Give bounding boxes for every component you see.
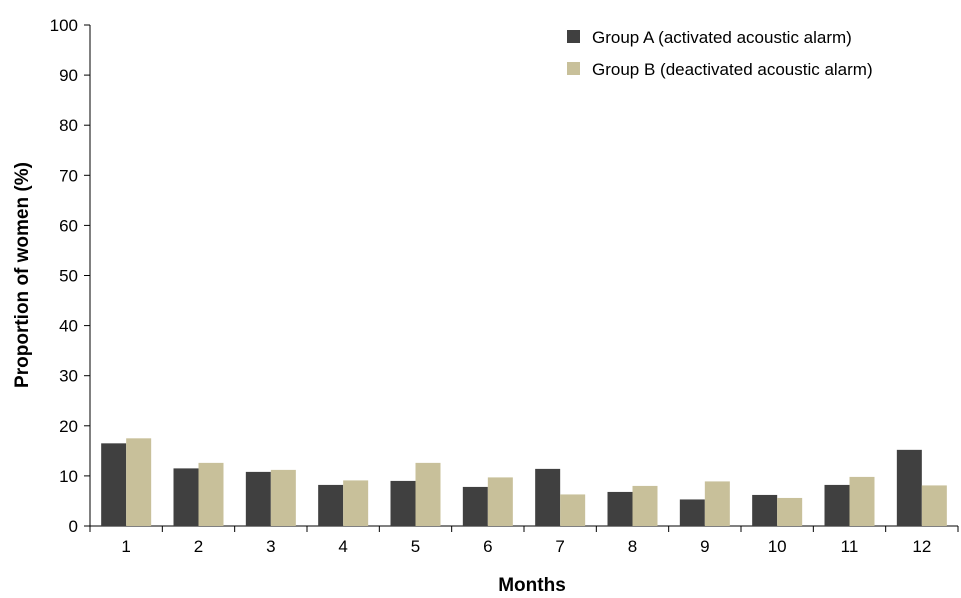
bar-series-a-month-6	[462, 486, 488, 526]
bar-series-a-month-10	[752, 494, 778, 526]
x-tick-label: 11	[841, 537, 859, 556]
y-tick-label: 60	[59, 216, 78, 235]
bar-series-b-month-1	[126, 438, 152, 526]
bar-series-a-month-3	[245, 471, 271, 526]
y-tick-label: 30	[59, 367, 78, 386]
y-axis: 0 10 20 30 40 50 60 70 80 90 100	[50, 16, 91, 536]
x-tick-label: 9	[700, 537, 709, 556]
bar-series-b-month-6	[487, 477, 513, 526]
bar-series-b-month-10	[777, 497, 803, 526]
bar-series-b-month-3	[270, 469, 296, 526]
x-tick-label: 2	[194, 537, 203, 556]
bar-series-a-month-9	[679, 499, 705, 526]
y-tick-label: 0	[69, 517, 78, 536]
x-tick-label: 10	[768, 537, 787, 556]
x-axis: 1 2 3 4 5 6 7 8 9 10 11 12	[89, 525, 959, 556]
y-axis-title: Proportion of women (%)	[12, 162, 33, 388]
y-tick-label: 40	[59, 317, 78, 336]
x-axis-title: Months	[498, 575, 566, 596]
x-tick-label: 12	[912, 537, 931, 556]
x-tick-label: 7	[555, 537, 564, 556]
x-tick-label: 5	[411, 537, 420, 556]
bar-series-a-month-12	[896, 449, 922, 526]
bar-series-b-month-5	[415, 462, 441, 526]
bar-series-b-month-11	[849, 476, 875, 526]
x-tick-label: 1	[121, 537, 130, 556]
y-tick-label: 20	[59, 417, 78, 436]
y-tick-label: 70	[59, 166, 78, 185]
legend-label-a: Group A (activated acoustic alarm)	[592, 28, 852, 47]
bar-series-a-month-7	[535, 468, 561, 526]
legend-swatch-a	[567, 30, 580, 43]
legend: Group A (activated acoustic alarm) Group …	[567, 28, 873, 79]
bar-series-b-month-7	[560, 494, 586, 526]
y-tick-label: 100	[50, 16, 78, 35]
legend-swatch-b	[567, 62, 580, 75]
bar-series-b-month-8	[632, 485, 658, 526]
bar-series-b-month-2	[198, 462, 224, 526]
bar-series-a-month-11	[824, 484, 850, 526]
legend-label-b: Group B (deactivated acoustic alarm)	[592, 60, 873, 79]
x-tick-label: 4	[338, 537, 347, 556]
bar-series-a-month-4	[318, 484, 344, 526]
bar-series-b-month-4	[343, 480, 369, 526]
bar-series-a-month-2	[173, 468, 199, 526]
y-tick-label: 50	[59, 267, 78, 286]
x-tick-label: 8	[628, 537, 637, 556]
x-tick-label: 6	[483, 537, 492, 556]
y-tick-label: 90	[59, 66, 78, 85]
y-tick-label: 80	[59, 116, 78, 135]
bar-series-b-month-9	[704, 481, 730, 526]
bars	[101, 438, 947, 526]
bar-series-a-month-1	[101, 443, 127, 526]
x-tick-label: 3	[266, 537, 275, 556]
y-tick-label: 10	[59, 467, 78, 486]
bar-series-a-month-8	[607, 491, 633, 526]
bar-series-b-month-12	[921, 485, 947, 526]
bar-series-a-month-5	[390, 480, 416, 526]
